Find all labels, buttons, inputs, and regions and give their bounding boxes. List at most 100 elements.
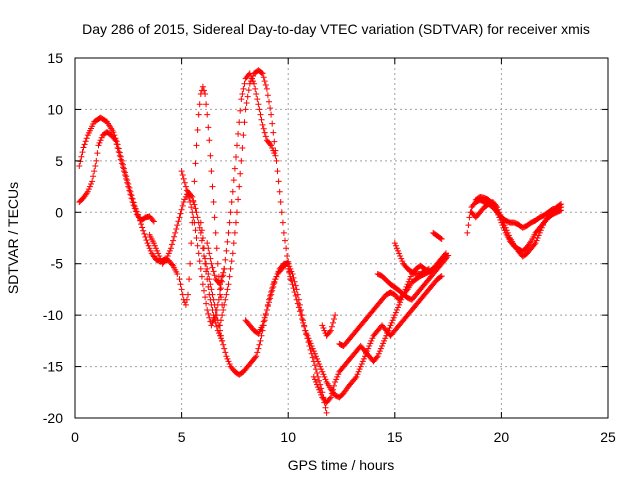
data-point (392, 242, 399, 249)
y-tick-label: -5 (51, 256, 64, 272)
data-point (501, 227, 508, 234)
data-point (209, 319, 216, 326)
series-s10 (285, 265, 445, 401)
data-point (252, 85, 259, 92)
data-point (206, 250, 213, 257)
data-point (316, 386, 323, 393)
data-point (318, 366, 325, 373)
data-point (250, 73, 256, 79)
data-point (389, 317, 396, 324)
data-point (224, 238, 231, 245)
data-point (259, 322, 266, 329)
data-point (366, 343, 373, 349)
data-point (223, 247, 230, 254)
data-point (227, 209, 234, 216)
data-point (465, 222, 472, 229)
data-point (255, 345, 262, 352)
data-point (320, 325, 327, 331)
data-point (393, 245, 400, 252)
data-point (221, 265, 228, 272)
data-point (289, 281, 296, 288)
data-point (396, 301, 403, 308)
data-point (308, 343, 315, 349)
data-point (257, 337, 264, 344)
data-point (268, 291, 275, 298)
data-point (352, 375, 359, 382)
data-point (403, 283, 410, 290)
data-point (127, 191, 134, 198)
data-point (322, 376, 329, 383)
data-point (182, 183, 189, 190)
data-point (275, 178, 282, 185)
data-point (390, 314, 397, 321)
y-tick-label: 5 (55, 153, 63, 169)
data-point (424, 266, 431, 273)
data-point (223, 291, 230, 298)
data-point (315, 384, 321, 391)
data-point (261, 129, 268, 136)
data-point (244, 93, 251, 100)
data-point (261, 314, 268, 321)
series-s5 (176, 83, 226, 308)
data-point (178, 286, 185, 293)
data-point (193, 235, 200, 241)
x-tick-label: 5 (178, 429, 186, 445)
data-point (92, 163, 99, 169)
data-point (260, 318, 267, 325)
data-point (82, 138, 89, 145)
data-point (381, 337, 388, 344)
chart-title: Day 286 of 2015, Sidereal Day-to-day VTE… (82, 21, 590, 37)
data-point (328, 323, 335, 330)
data-point (150, 218, 157, 225)
data-point (202, 294, 209, 301)
data-point (80, 144, 87, 151)
data-point (266, 299, 272, 306)
data-point (201, 287, 207, 294)
data-point (331, 382, 337, 389)
data-point (373, 354, 380, 361)
data-point (257, 111, 264, 118)
data-point (205, 271, 212, 277)
data-point (205, 124, 212, 131)
data-point (383, 332, 390, 339)
data-point (211, 301, 218, 308)
data-point (330, 386, 336, 393)
data-point (191, 201, 198, 208)
data-point (231, 229, 238, 236)
data-point (253, 353, 260, 360)
data-point (267, 105, 274, 112)
data-point (208, 168, 215, 175)
data-point (207, 281, 214, 288)
data-point (125, 183, 132, 190)
data-point (142, 234, 149, 240)
data-point (203, 101, 210, 108)
data-point (438, 273, 445, 280)
data-point (222, 349, 229, 356)
data-point (335, 371, 342, 378)
data-point (267, 141, 274, 148)
data-point (171, 233, 178, 240)
y-tick-label: 15 (47, 50, 63, 66)
x-tick-label: 0 (71, 429, 79, 445)
data-point (327, 394, 334, 401)
data-point (162, 256, 169, 263)
data-point (217, 286, 223, 293)
data-point (233, 154, 239, 160)
data-point (262, 310, 269, 317)
series-s16 (430, 229, 445, 242)
data-point (111, 136, 118, 142)
data-point (206, 314, 213, 321)
data-point (90, 173, 97, 180)
data-point (221, 345, 228, 352)
data-point (296, 308, 303, 315)
x-tick-labels: 0 5 10 15 20 25 (71, 429, 616, 445)
data-point (202, 91, 209, 97)
y-tick-label: -15 (43, 359, 63, 375)
data-point (304, 332, 311, 339)
data-point (126, 187, 133, 194)
data-point (282, 237, 288, 244)
data-point (193, 142, 200, 149)
data-point (240, 85, 247, 92)
data-point (217, 281, 223, 288)
data-point (218, 317, 224, 324)
